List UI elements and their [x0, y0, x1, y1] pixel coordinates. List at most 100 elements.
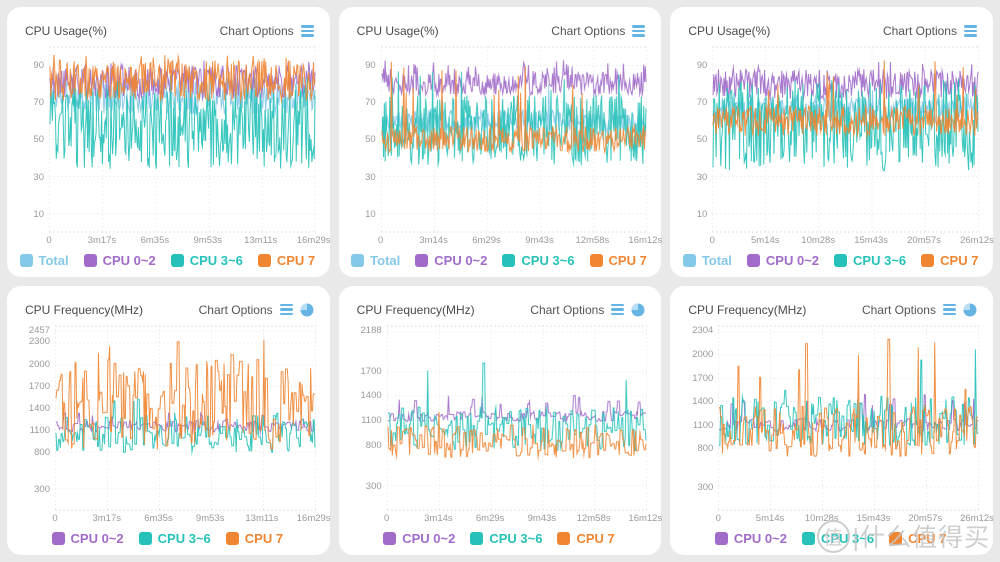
- y-axis-labels: 2457 2300 2000 1700 1400 1100 800 300: [19, 325, 55, 512]
- legend-label: Total: [370, 252, 401, 268]
- x-tick-label: 16m12s: [628, 513, 663, 524]
- x-tick-label: 0: [52, 513, 58, 524]
- legend-item[interactable]: CPU 0~2: [746, 252, 820, 268]
- x-axis-labels: 0 3m17s 6m35s 9m53s 13m11s 16m29s: [46, 233, 330, 248]
- legend-label: CPU 3~6: [189, 252, 243, 268]
- legend-label: CPU 0~2: [70, 531, 124, 546]
- menu-icon[interactable]: [942, 303, 956, 316]
- x-tick-label: 16m29s: [296, 234, 331, 246]
- chart-options-button[interactable]: Chart Options: [883, 24, 977, 38]
- y-tick-label: 10: [696, 208, 708, 220]
- panel-title: CPU Frequency(MHz): [356, 302, 475, 317]
- chart-options-button[interactable]: Chart Options: [530, 303, 645, 317]
- legend-label: CPU 3~6: [157, 531, 211, 546]
- y-tick-label: 800: [697, 443, 714, 455]
- y-tick-label: 30: [365, 171, 376, 183]
- y-tick-label: 1100: [361, 415, 382, 427]
- menu-icon[interactable]: [611, 303, 625, 316]
- legend-item[interactable]: CPU 3~6: [138, 531, 211, 546]
- chart-panel-frequency-2: CPU Frequency(MHz) Chart Options 2188 170…: [338, 285, 663, 555]
- x-tick-label: 26m12s: [960, 234, 994, 246]
- menu-icon[interactable]: [279, 303, 293, 316]
- x-tick-label: 9m43s: [527, 513, 557, 524]
- x-tick-label: 16m29s: [296, 513, 331, 524]
- menu-icon[interactable]: [632, 25, 646, 37]
- legend-item[interactable]: CPU 3~6: [502, 253, 575, 268]
- legend-item[interactable]: CPU 7: [257, 253, 315, 268]
- legend-swatch: [351, 253, 365, 267]
- y-tick-label: 2000: [28, 358, 50, 370]
- legend-label: CPU 0~2: [765, 252, 820, 268]
- legend-label: CPU 7: [940, 252, 979, 268]
- chart-legend: CPU 0~2 CPU 3~6 CPU 7: [351, 526, 648, 551]
- menu-icon[interactable]: [300, 25, 314, 37]
- legend-item[interactable]: CPU 3~6: [834, 253, 906, 268]
- chart-options-button[interactable]: Chart Options: [199, 303, 314, 317]
- chart-legend: Total CPU 0~2 CPU 3~6 CPU 7: [351, 248, 648, 273]
- panel-header: CPU Frequency(MHz) Chart Options: [357, 299, 646, 321]
- chart-options-label: Chart Options: [530, 302, 605, 317]
- pie-chart-icon[interactable]: [631, 303, 645, 317]
- legend-label: CPU 7: [244, 531, 284, 546]
- chart-panel-frequency-1: CPU Frequency(MHz) Chart Options 2457 230…: [7, 285, 331, 555]
- legend-item[interactable]: CPU 7: [557, 531, 615, 546]
- x-tick-label: 0: [384, 513, 390, 524]
- legend-item[interactable]: CPU 3~6: [802, 531, 874, 546]
- x-tick-label: 12m58s: [576, 513, 611, 524]
- chart-panel-usage-2: CPU Usage(%) Chart Options 90 70 50 30 10 0 3…: [338, 7, 662, 277]
- x-axis-labels: 0 3m17s 6m35s 9m53s 13m11s 16m29s: [52, 511, 330, 526]
- y-tick-label: 1400: [28, 402, 50, 414]
- legend-item[interactable]: CPU 0~2: [714, 531, 787, 546]
- x-tick-label: 3m17s: [92, 513, 121, 524]
- legend-item[interactable]: Total: [351, 253, 400, 268]
- x-tick-label: 3m14s: [419, 234, 448, 246]
- x-tick-label: 3m14s: [424, 513, 453, 524]
- legend-item[interactable]: CPU 3~6: [170, 252, 243, 268]
- panel-title: CPU Frequency(MHz): [688, 302, 807, 317]
- legend-swatch: [889, 532, 903, 545]
- chart-panel-usage-1: CPU Usage(%) Chart Options 90 70 50 30 10 0 3…: [7, 7, 331, 277]
- pie-chart-icon[interactable]: [300, 303, 314, 317]
- y-tick-label: 50: [33, 134, 44, 146]
- chart-options-label: Chart Options: [219, 24, 294, 38]
- chart-area: 2304 2000 1700 1400 1100 800 300: [682, 324, 979, 511]
- y-tick-label: 1700: [28, 380, 50, 392]
- menu-icon[interactable]: [963, 25, 977, 37]
- legend-item[interactable]: CPU 7: [921, 253, 978, 268]
- chart-options-button[interactable]: Chart Options: [551, 24, 646, 38]
- chart-area: 2188 1700 1400 1100 800 300: [351, 324, 648, 511]
- y-tick-label: 10: [33, 208, 44, 220]
- legend-swatch: [921, 253, 935, 267]
- legend-item[interactable]: CPU 7: [589, 253, 647, 268]
- legend-item[interactable]: CPU 0~2: [383, 531, 455, 546]
- chart-options-button[interactable]: Chart Options: [220, 24, 314, 38]
- pie-chart-icon[interactable]: [963, 303, 977, 317]
- y-tick-label: 800: [365, 440, 382, 452]
- legend-label: CPU 7: [908, 531, 947, 546]
- legend-label: CPU 0~2: [733, 531, 787, 546]
- legend-item[interactable]: CPU 3~6: [470, 531, 542, 546]
- legend-item[interactable]: CPU 0~2: [415, 253, 487, 268]
- x-tick-label: 20m57s: [908, 513, 943, 524]
- legend-item[interactable]: CPU 7: [889, 531, 946, 546]
- chart-options-label: Chart Options: [882, 24, 957, 38]
- panel-title: CPU Usage(%): [25, 24, 108, 38]
- y-tick-label: 2304: [692, 325, 714, 337]
- chart-options-button[interactable]: Chart Options: [862, 303, 977, 317]
- legend-item[interactable]: CPU 7: [225, 531, 284, 546]
- legend-label: CPU 7: [576, 531, 615, 546]
- legend-swatch: [383, 532, 397, 545]
- legend-item[interactable]: Total: [682, 253, 732, 268]
- legend-item[interactable]: CPU 0~2: [83, 253, 156, 268]
- x-tick-label: 13m11s: [244, 234, 278, 246]
- chart-legend: CPU 0~2 CPU 3~6 CPU 7: [682, 526, 979, 551]
- legend-label: CPU 0~2: [402, 531, 456, 546]
- y-axis-labels: 90 70 50 30 10: [682, 46, 712, 233]
- legend-swatch: [557, 532, 571, 545]
- legend-item[interactable]: CPU 0~2: [51, 531, 124, 546]
- legend-swatch: [257, 253, 271, 267]
- legend-item[interactable]: Total: [19, 253, 69, 268]
- y-axis-labels: 90 70 50 30 10: [19, 46, 49, 233]
- y-tick-label: 70: [33, 96, 44, 108]
